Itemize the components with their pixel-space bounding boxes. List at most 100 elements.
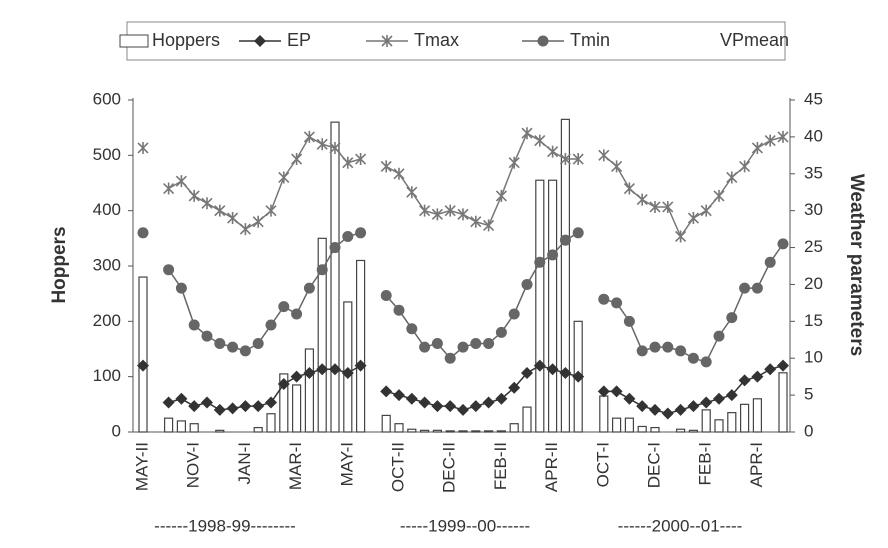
hopper-bar (292, 384, 302, 433)
hopper-bar (471, 430, 481, 433)
hopper-bar (778, 372, 788, 433)
tmin-marker (572, 227, 584, 239)
x-tick-label: FEB-II (491, 442, 510, 490)
tmax-marker (713, 189, 725, 202)
tmax-marker (675, 230, 687, 243)
y-tick-label: 100 (93, 366, 121, 385)
ep-marker (495, 392, 508, 405)
period-label: -----1999--00------ (400, 516, 530, 535)
tmin-marker (777, 238, 789, 250)
hopper-bar (304, 348, 314, 433)
ep-marker (418, 396, 431, 409)
hopper-bar (432, 429, 442, 433)
tmax-marker (278, 171, 290, 184)
tmin-marker (662, 341, 674, 353)
tmin-marker (406, 323, 418, 335)
ep-marker (457, 403, 469, 416)
ep-marker (316, 363, 329, 376)
y2-tick-label: 20 (804, 274, 823, 293)
legend-label: VPmean (720, 30, 789, 50)
tmax-marker (777, 130, 789, 143)
tmin-marker (303, 282, 315, 294)
tmax-marker (252, 215, 264, 228)
ep-marker (610, 385, 623, 398)
legend-swatch (119, 34, 149, 48)
tmax-marker (444, 204, 456, 217)
hopper-bar (484, 430, 494, 433)
tmin-marker (175, 282, 187, 294)
hopper-bar (176, 420, 186, 433)
tmax-marker (457, 208, 469, 221)
ep-marker (137, 359, 149, 372)
hopper-bar (560, 118, 571, 433)
tmax-marker (623, 182, 635, 195)
tmin-marker (559, 234, 571, 246)
hopper-bar (356, 259, 366, 433)
tmax-marker (291, 153, 303, 166)
x-tick-label: JAN-I (235, 442, 254, 485)
period-label: ------1998-99-------- (154, 516, 296, 535)
tmin-marker (239, 345, 251, 357)
tmax-marker (406, 186, 418, 199)
tmin-marker (419, 341, 431, 353)
tmax-marker (483, 219, 495, 232)
legend-label: Tmin (570, 30, 610, 50)
ep-marker (393, 389, 405, 402)
y-tick-label: 0 (112, 421, 121, 440)
tmin-marker (547, 249, 559, 261)
hopper-bar (330, 121, 340, 433)
tmin-marker (227, 341, 239, 353)
tmin-marker (508, 308, 520, 320)
tmin-marker (380, 290, 392, 302)
tmin-marker (393, 304, 405, 316)
tmax-marker (137, 141, 149, 154)
tmax-marker (470, 215, 482, 228)
tmin-marker (316, 264, 328, 276)
tmin-marker (355, 227, 367, 239)
hopper-bar (624, 417, 635, 433)
ep-marker (431, 400, 444, 413)
tmin-marker (291, 308, 303, 320)
ep-marker (623, 392, 636, 405)
tmin-marker (739, 282, 751, 294)
hopper-bar (688, 429, 699, 433)
ep-marker (764, 363, 777, 376)
hopper-bar (535, 179, 545, 433)
tmax-marker (495, 189, 507, 202)
hopper-bar (279, 373, 289, 433)
tmin-marker (201, 330, 213, 342)
ep-marker (546, 363, 559, 376)
hopper-bar (637, 425, 647, 433)
x-tick-label: DEC-II (440, 442, 459, 493)
y2-tick-label: 40 (804, 126, 823, 145)
x-tick-label: NOV-I (184, 442, 203, 488)
tmax-marker (662, 200, 674, 213)
ep-marker (738, 374, 751, 387)
tmax-marker (726, 171, 738, 184)
legend-label: EP (287, 30, 311, 50)
hopper-bar (522, 406, 532, 433)
hopper-bar (714, 419, 724, 433)
ep-marker (533, 359, 546, 372)
tmax-marker (393, 167, 405, 180)
ep-marker (636, 400, 649, 413)
ep-marker (290, 370, 303, 383)
ep-marker (239, 400, 252, 413)
ep-marker (777, 359, 789, 372)
tmin-marker (214, 337, 226, 349)
ep-marker (597, 385, 610, 398)
legend-label: Tmax (414, 30, 459, 50)
hopper-bar (253, 426, 263, 433)
tmax-marker (381, 35, 393, 47)
tmax-marker (342, 156, 354, 169)
hopper-bar (752, 398, 763, 433)
ep-marker (482, 396, 495, 409)
tmax-marker (700, 204, 712, 217)
hopper-bar (189, 423, 199, 433)
y2-tick-label: 0 (804, 421, 813, 440)
ep-marker (252, 400, 265, 413)
tmax-marker (559, 153, 571, 166)
ep-marker (508, 381, 521, 394)
y-tick-label: 300 (93, 255, 121, 274)
tmin-marker (521, 278, 533, 290)
